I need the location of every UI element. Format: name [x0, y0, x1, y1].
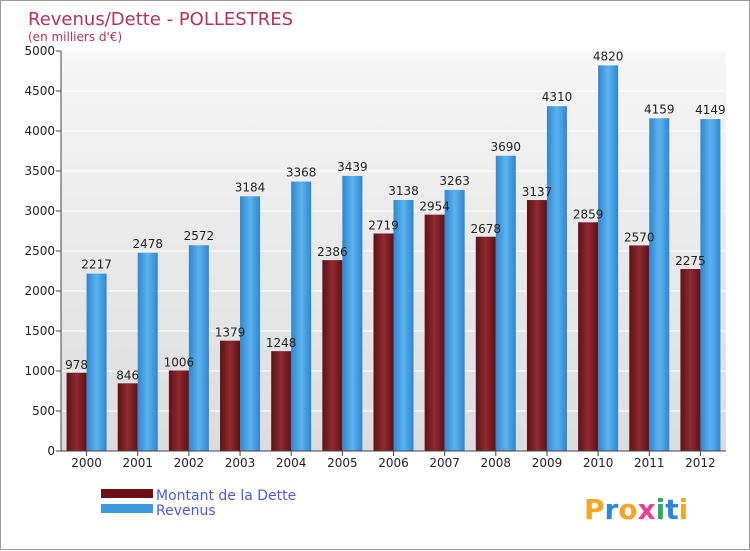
- y-tick-label: 3000: [24, 204, 55, 218]
- logo-letter: i: [679, 493, 689, 526]
- data-label-debt-2005: 2386: [317, 245, 348, 259]
- data-label-debt-2009: 3137: [522, 185, 553, 199]
- x-tick-label-2011: 2011: [634, 456, 665, 470]
- bar-debt-2005: [322, 260, 343, 451]
- logo-letter: o: [618, 493, 637, 526]
- x-tick-label-2001: 2001: [122, 456, 153, 470]
- data-label-revenus-2011: 4159: [644, 102, 675, 116]
- data-label-debt-2001: 846: [116, 368, 139, 382]
- legend-swatch-revenus: [101, 504, 153, 513]
- bar-revenus-2008: [495, 155, 516, 452]
- bar-revenus-2003: [240, 196, 261, 451]
- data-label-revenus-2009: 4310: [542, 90, 573, 104]
- data-label-revenus-2003: 3184: [235, 180, 266, 194]
- bar-debt-2003: [220, 340, 241, 451]
- bar-revenus-2012: [700, 119, 721, 451]
- bars: 978 2217 846 2478 1006 2572 1379 3184 1248 3368 23…: [65, 49, 726, 452]
- data-label-debt-2007: 2954: [419, 200, 450, 214]
- data-label-revenus-2010: 4820: [593, 49, 624, 63]
- logo-letter: x: [638, 493, 656, 526]
- data-label-revenus-2005: 3439: [337, 160, 368, 174]
- bar-revenus-2010: [598, 65, 619, 452]
- bar-debt-2006: [373, 233, 394, 451]
- data-label-debt-2000: 978: [65, 358, 88, 372]
- data-label-revenus-2006: 3138: [388, 184, 419, 198]
- y-tick-label: 2000: [24, 284, 55, 298]
- data-label-revenus-2000: 2217: [81, 258, 112, 272]
- bar-debt-2012: [680, 269, 701, 451]
- data-label-revenus-2002: 2572: [184, 229, 215, 243]
- data-label-debt-2006: 2719: [368, 218, 399, 232]
- bar-debt-2000: [66, 372, 87, 451]
- y-tick-label: 2500: [24, 244, 55, 258]
- data-label-debt-2002: 1006: [164, 356, 195, 370]
- legend: Montant de la Dette Revenus: [101, 488, 296, 519]
- x-tick-label-2009: 2009: [532, 456, 563, 470]
- data-label-revenus-2004: 3368: [286, 166, 317, 180]
- x-axis-ticks: 2000 2001 2002 2003 2004 2005 2006 2007 2008 2009…: [71, 451, 716, 470]
- y-tick-label: 0: [47, 444, 55, 458]
- x-tick-label-2008: 2008: [481, 456, 512, 470]
- x-tick-label-2003: 2003: [225, 456, 256, 470]
- bar-debt-2007: [424, 214, 445, 451]
- x-tick-label-2000: 2000: [71, 456, 102, 470]
- y-tick-label: 4500: [24, 84, 55, 98]
- y-tick-label: 1500: [24, 324, 55, 338]
- x-tick-label-2006: 2006: [378, 456, 409, 470]
- x-tick-label-2007: 2007: [429, 456, 460, 470]
- logo-letter: i: [656, 493, 666, 526]
- x-tick-label-2004: 2004: [276, 456, 307, 470]
- bar-revenus-2000: [86, 273, 107, 451]
- chart-subtitle: (en milliers d'€): [28, 30, 122, 44]
- data-label-revenus-2012: 4149: [695, 103, 726, 117]
- bar-revenus-2011: [649, 118, 670, 451]
- bar-debt-2011: [629, 245, 650, 451]
- data-label-revenus-2007: 3263: [439, 174, 470, 188]
- legend-label-debt: Montant de la Dette: [156, 488, 296, 504]
- y-tick-label: 1000: [24, 364, 55, 378]
- y-tick-label: 5000: [24, 44, 55, 58]
- bar-revenus-2005: [342, 175, 363, 451]
- logo-letter: r: [605, 493, 619, 526]
- data-label-debt-2012: 2275: [675, 254, 706, 268]
- x-tick-label-2012: 2012: [685, 456, 716, 470]
- data-label-revenus-2008: 3690: [491, 140, 522, 154]
- y-axis-ticks: 0 500 1000 1500 2000 2500 3000 3500 4000 4500 5000: [24, 44, 61, 458]
- bar-debt-2008: [475, 236, 496, 451]
- x-tick-label-2002: 2002: [174, 456, 205, 470]
- data-label-debt-2010: 2859: [573, 207, 604, 221]
- data-label-debt-2008: 2678: [471, 222, 502, 236]
- bar-debt-2004: [271, 351, 292, 451]
- data-label-debt-2004: 1248: [266, 336, 297, 350]
- bar-debt-2009: [526, 200, 547, 451]
- legend-label-revenus: Revenus: [156, 503, 216, 519]
- bar-debt-2001: [117, 383, 138, 451]
- x-tick-label-2010: 2010: [583, 456, 614, 470]
- bar-debt-2002: [168, 370, 189, 451]
- y-tick-label: 500: [32, 404, 55, 418]
- logo-letter: t: [665, 493, 678, 526]
- bar-revenus-2001: [137, 252, 158, 451]
- legend-swatch-debt: [101, 489, 153, 498]
- proxiti-logo: Proxiti: [584, 493, 688, 526]
- bar-revenus-2009: [546, 106, 567, 451]
- y-tick-label: 3500: [24, 164, 55, 178]
- data-label-revenus-2001: 2478: [132, 237, 163, 251]
- logo-letter: P: [584, 493, 605, 526]
- bar-revenus-2004: [291, 181, 312, 451]
- bar-revenus-2006: [393, 199, 414, 451]
- data-label-debt-2011: 2570: [624, 230, 655, 244]
- chart-title: Revenus/Dette - POLLESTRES: [28, 9, 293, 30]
- bar-revenus-2002: [188, 245, 209, 451]
- x-tick-label-2005: 2005: [327, 456, 358, 470]
- bar-revenus-2007: [444, 189, 465, 451]
- data-label-debt-2003: 1379: [215, 326, 246, 340]
- bar-debt-2010: [578, 222, 599, 451]
- y-tick-label: 4000: [24, 124, 55, 138]
